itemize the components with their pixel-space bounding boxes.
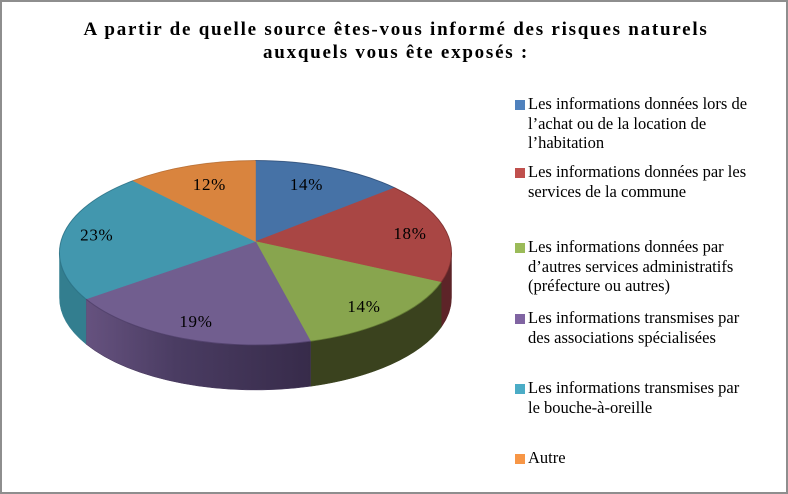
svg-text:14%: 14%: [347, 297, 380, 316]
svg-text:12%: 12%: [193, 175, 226, 194]
svg-text:19%: 19%: [179, 312, 212, 331]
svg-text:14%: 14%: [290, 175, 323, 194]
svg-text:18%: 18%: [393, 224, 426, 243]
svg-text:23%: 23%: [80, 225, 113, 244]
